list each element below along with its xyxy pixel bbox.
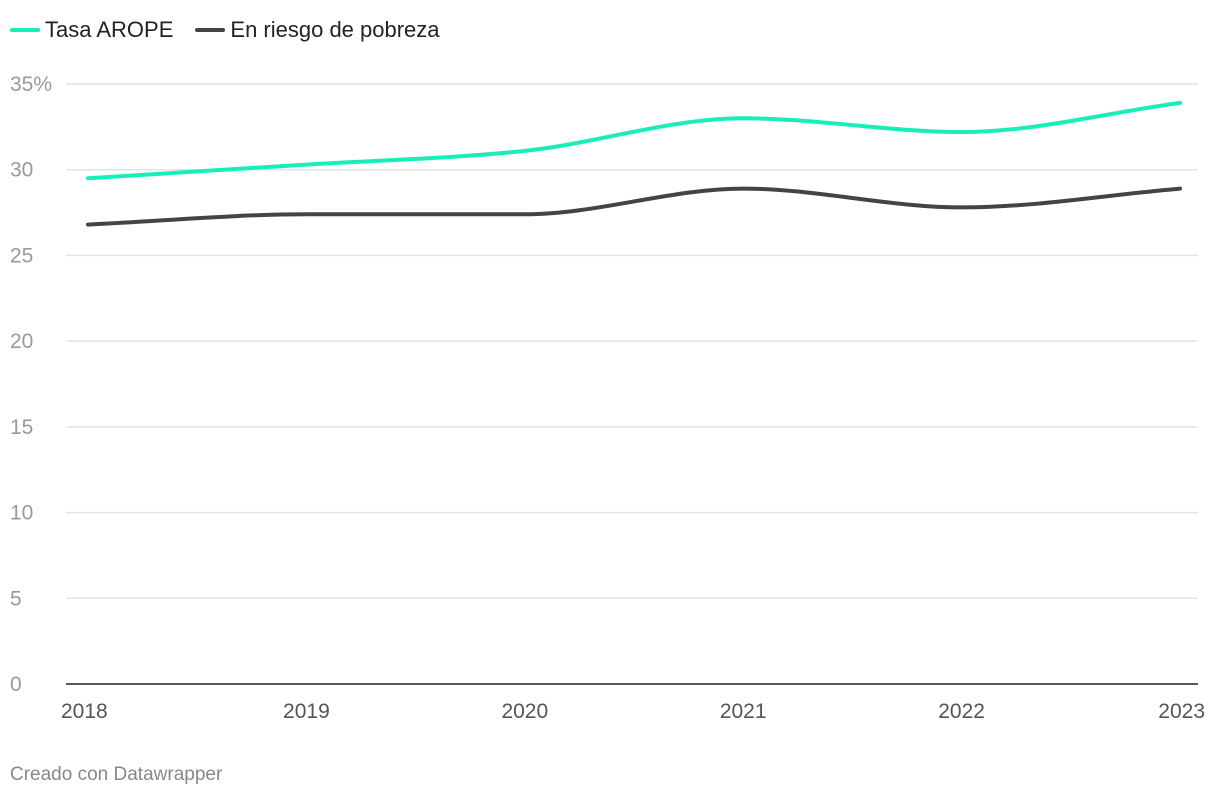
y-tick-label: 35% (10, 73, 52, 96)
chart-legend: Tasa AROPE En riesgo de pobreza (10, 14, 462, 46)
x-tick-label: 2023 (1158, 700, 1205, 723)
x-tick-label: 2022 (938, 700, 985, 723)
y-tick-label: 25 (10, 244, 33, 267)
legend-label-riesgo-pobreza: En riesgo de pobreza (230, 17, 440, 42)
legend-label-tasa-arope: Tasa AROPE (45, 17, 174, 42)
x-tick-label: 2018 (61, 700, 108, 723)
line-chart: 0 5 10 15 20 25 30 35% 2018 2019 2020 2021 2022 2023 (10, 73, 1205, 723)
legend-swatch-tasa-arope (10, 28, 40, 32)
y-tick-label: 5 (10, 587, 22, 610)
legend-item-riesgo-pobreza: En riesgo de pobreza (195, 17, 440, 43)
series-line-riesgo-pobreza (86, 186, 1182, 227)
y-tick-label: 30 (10, 159, 33, 182)
y-tick-label: 0 (10, 673, 22, 696)
legend-swatch-riesgo-pobreza (195, 28, 226, 32)
x-tick-label: 2021 (720, 700, 767, 723)
y-tick-label: 20 (10, 330, 33, 353)
legend-item-tasa-arope: Tasa AROPE (10, 17, 173, 43)
footer-credit: Creado con Datawrapper (10, 764, 223, 785)
y-tick-label: 15 (10, 416, 33, 439)
series-line-tasa-arope (86, 100, 1182, 181)
x-tick-label: 2020 (501, 700, 548, 723)
y-tick-label: 10 (10, 502, 33, 525)
x-tick-label: 2019 (283, 700, 330, 723)
